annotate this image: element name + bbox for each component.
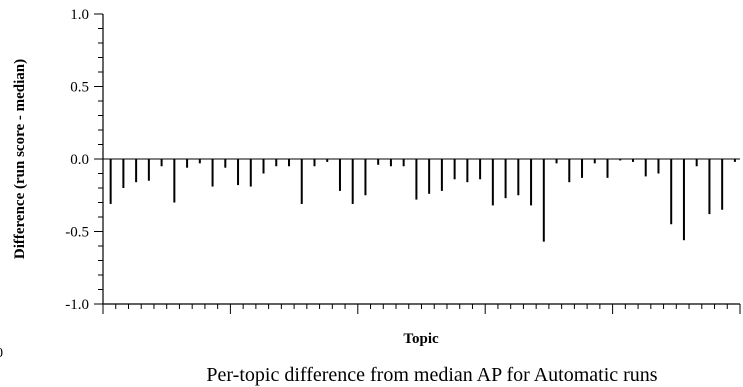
bar — [504, 159, 507, 199]
bar — [530, 159, 533, 206]
y-tick-label: -1.0 — [65, 297, 89, 313]
bar — [631, 159, 634, 162]
bar — [466, 159, 469, 183]
y-tick-label: 1.0 — [70, 7, 89, 23]
bar — [147, 159, 150, 181]
bar — [351, 159, 354, 204]
bar — [619, 159, 622, 161]
bar — [173, 159, 176, 203]
bar — [249, 159, 252, 187]
bar — [491, 159, 494, 206]
y-axis-ticks: 1.0 0.5 0.0 -0.5 -1.0 — [65, 7, 103, 313]
bar — [428, 159, 431, 194]
y-tick-label: -0.5 — [65, 225, 89, 241]
bar — [644, 159, 647, 177]
x-axis-ticks — [102, 304, 741, 314]
bar — [186, 159, 189, 168]
bar — [708, 159, 711, 215]
bar — [542, 159, 545, 242]
bar — [224, 159, 227, 168]
plot-area — [102, 14, 740, 305]
bar — [262, 159, 265, 174]
bar — [211, 159, 214, 187]
bar — [237, 159, 240, 186]
bar — [517, 159, 520, 196]
bar — [160, 159, 163, 167]
bar — [313, 159, 316, 167]
bar — [135, 159, 138, 183]
bar — [670, 159, 673, 225]
bar — [326, 159, 329, 162]
bar — [402, 159, 405, 167]
bar — [300, 159, 303, 204]
bar — [555, 159, 558, 164]
bar — [695, 159, 698, 167]
bar — [364, 159, 367, 196]
bar — [721, 159, 724, 210]
bar — [453, 159, 456, 180]
bar — [657, 159, 660, 174]
bar — [415, 159, 418, 200]
bar — [109, 159, 112, 204]
bar — [593, 159, 596, 164]
bars-group — [109, 159, 736, 242]
bar — [338, 159, 341, 191]
bar — [733, 159, 736, 162]
x-axis-label: Topic — [403, 331, 439, 347]
bar — [389, 159, 392, 167]
y-tick-label: 0.5 — [70, 80, 89, 96]
bar — [568, 159, 571, 183]
bar — [122, 159, 125, 188]
bar — [275, 159, 278, 167]
chart-caption: Per-topic difference from median AP for … — [206, 364, 657, 386]
y-tick-label: 0.0 — [70, 152, 89, 168]
bar — [581, 159, 584, 178]
bar — [479, 159, 482, 180]
bar — [606, 159, 609, 178]
y-axis-label: Difference (run score - median) — [12, 59, 28, 259]
bar — [198, 159, 201, 164]
bar — [377, 159, 380, 165]
bar — [440, 159, 443, 191]
bar — [288, 159, 291, 167]
stray-mark: 0 — [0, 346, 3, 361]
bar — [682, 159, 685, 241]
